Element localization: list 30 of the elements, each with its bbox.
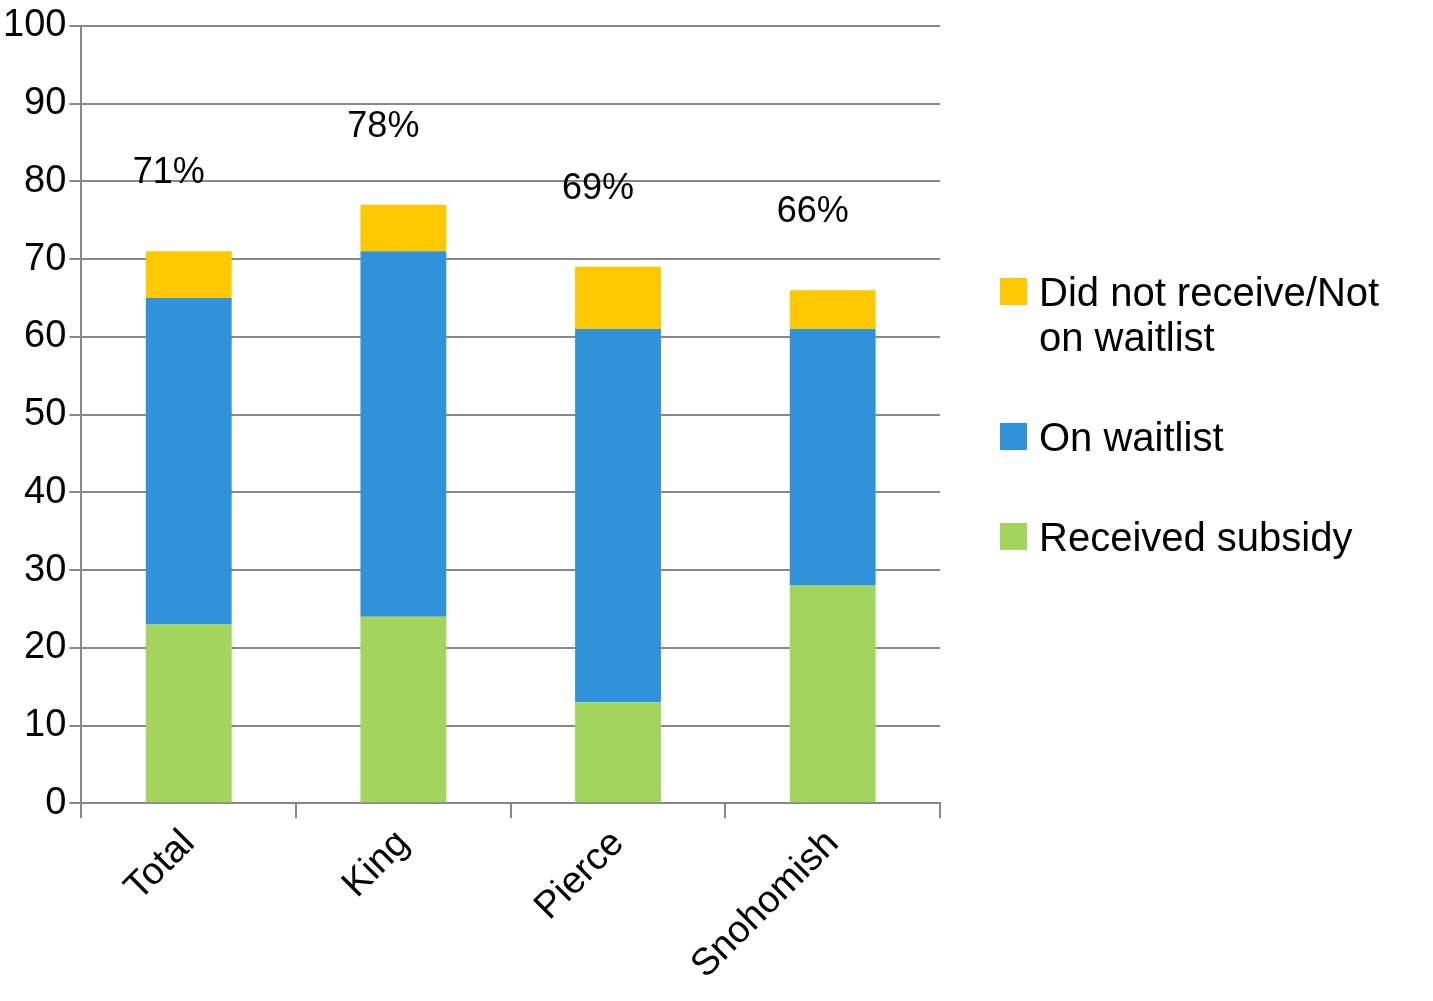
bar [789,585,876,803]
bar [145,624,232,803]
bar [360,616,447,803]
bar [145,297,232,625]
legend-label: Did not receive/Not on waitlist [1039,270,1381,360]
total-label: 71% [132,150,205,192]
bar [575,329,661,703]
y-tick-label: 20 [24,624,67,667]
bar [575,702,661,803]
bar [789,290,876,330]
y-tick-label: 50 [24,391,67,434]
y-tick-label: 100 [3,2,67,45]
y-tick-label: 10 [24,702,67,745]
bar [360,204,447,252]
bar [360,251,447,617]
y-tick-label: 60 [24,313,67,356]
y-tick-label: 90 [24,80,67,123]
legend-label: Received subsidy [1039,515,1353,560]
total-label: 66% [776,189,849,231]
legend-label: On waitlist [1039,415,1224,460]
y-tick-label: 0 [45,779,67,822]
bar [145,251,232,298]
total-label: 78% [347,103,420,145]
y-tick-label: 70 [24,235,67,278]
bar [789,329,876,586]
y-tick-label: 80 [24,157,67,200]
y-tick-label: 40 [24,468,67,511]
y-tick-label: 30 [24,546,67,589]
bar [575,266,661,330]
total-label: 69% [561,165,635,207]
